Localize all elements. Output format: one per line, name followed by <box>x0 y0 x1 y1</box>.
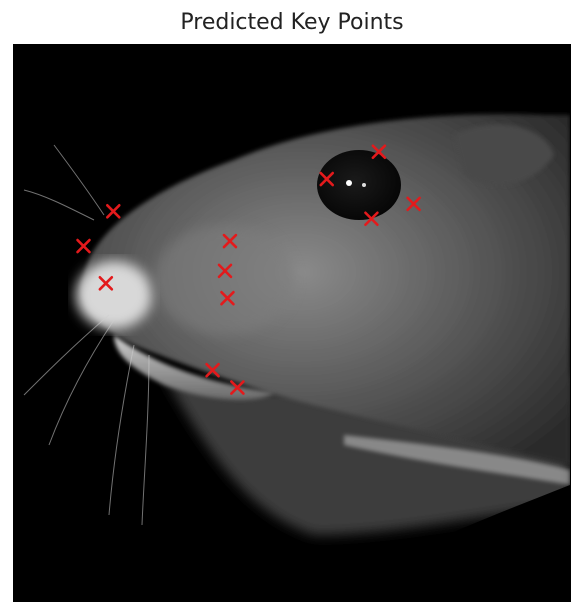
eye-glint-2 <box>362 183 366 187</box>
eye-glint <box>346 180 352 186</box>
mouse-ear <box>454 124 554 186</box>
keypoint-marker <box>371 144 387 160</box>
plot-title: Predicted Key Points <box>180 10 404 35</box>
keypoint-markers <box>76 144 421 395</box>
keypoint-plot <box>23 114 570 601</box>
cheek-fur <box>154 225 294 335</box>
neck-highlight <box>344 435 570 485</box>
mouse-image <box>23 114 570 601</box>
keypoint-marker <box>364 211 379 227</box>
keypoint-marker <box>220 290 235 306</box>
keypoint-marker <box>230 380 245 395</box>
keypoint-marker <box>205 362 220 378</box>
snout-highlight <box>76 261 152 329</box>
chin-highlight <box>114 335 274 400</box>
whiskers <box>23 144 150 526</box>
keypoint-marker <box>217 263 233 279</box>
image-corner <box>314 485 570 601</box>
keypoint-marker <box>98 275 114 291</box>
mouse-eye <box>317 150 401 220</box>
image-axes <box>13 44 571 602</box>
mouse-head <box>81 114 570 465</box>
keypoint-marker <box>105 204 121 219</box>
keypoint-marker <box>76 238 91 254</box>
keypoint-marker <box>319 171 335 187</box>
keypoint-marker <box>406 196 421 212</box>
keypoint-marker <box>222 233 238 249</box>
